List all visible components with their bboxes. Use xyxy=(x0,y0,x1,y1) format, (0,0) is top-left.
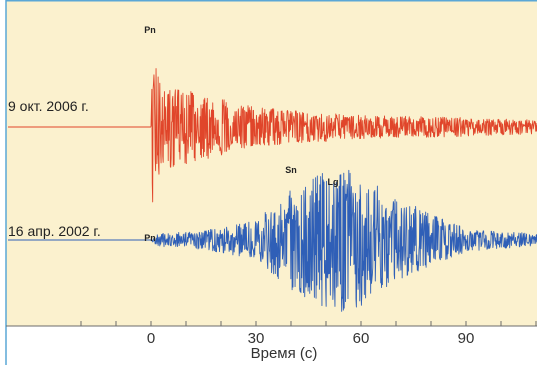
phase-label-sn: Sn xyxy=(285,165,297,175)
x-tick-label: 90 xyxy=(458,330,475,347)
trace-label: 9 окт. 2006 г. xyxy=(8,98,89,114)
x-tick-label: 60 xyxy=(353,330,370,347)
x-tick-label: 0 xyxy=(147,330,155,347)
phase-label-pn: Pn xyxy=(144,25,156,35)
phase-label-pn: Pn xyxy=(144,233,156,243)
phase-label-lg: Lg xyxy=(328,177,339,187)
trace-label: 16 апр. 2002 г. xyxy=(8,223,101,239)
plot-background xyxy=(6,0,537,326)
x-axis-title: Время (с) xyxy=(251,345,318,362)
